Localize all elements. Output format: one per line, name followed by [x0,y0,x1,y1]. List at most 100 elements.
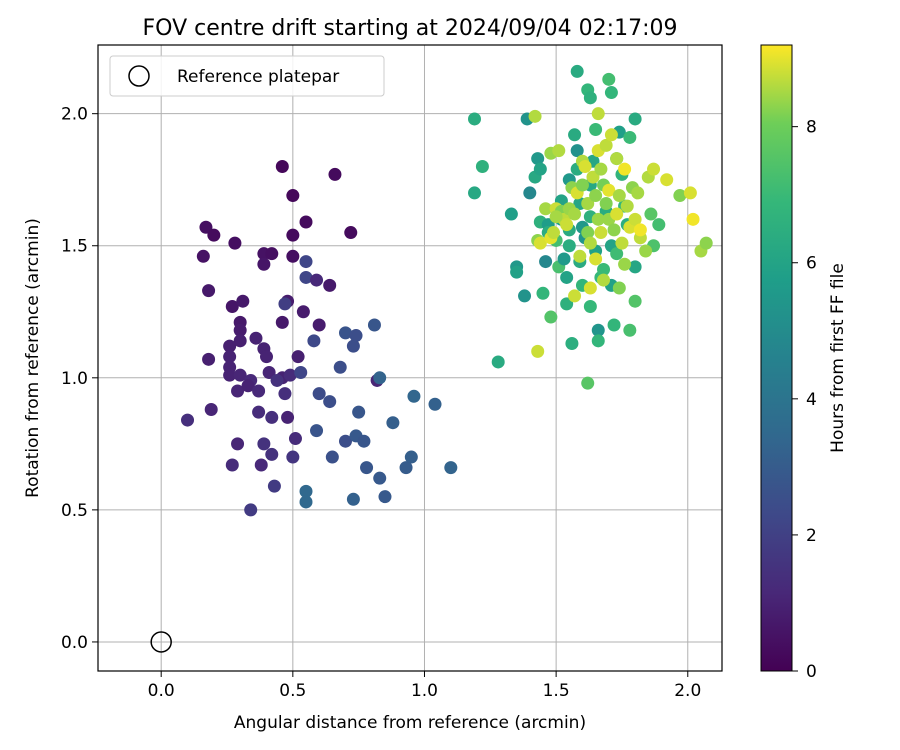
colorbar-tick-label: 2 [806,526,817,546]
data-point [286,189,300,203]
data-point [557,252,571,266]
data-point [225,299,239,313]
data-point [597,263,611,277]
data-point [594,162,608,176]
data-point [589,189,603,203]
data-point [491,355,505,369]
data-point [325,450,339,464]
colorbar-tick-label: 6 [806,254,817,274]
data-point [602,72,616,86]
data-point [260,350,274,364]
data-point [610,152,624,166]
data-point [233,334,247,348]
data-point [583,91,597,105]
data-point [575,178,589,192]
data-point [204,403,218,417]
data-point [612,281,626,295]
data-point [291,350,305,364]
colorbar-gradient [760,44,793,672]
data-point [270,373,284,387]
data-point [568,289,582,303]
data-point [233,323,247,337]
data-point [583,281,597,295]
data-point [299,255,313,269]
data-point [283,368,297,382]
data-point [323,395,337,409]
data-point [444,461,458,475]
data-point [589,123,603,137]
data-point [510,265,524,279]
data-point [610,207,624,221]
data-point [528,109,542,123]
data-point [533,236,547,250]
data-point [357,434,371,448]
data-point [328,167,342,181]
data-point [299,215,313,229]
data-point [578,160,592,174]
data-point [299,495,313,509]
data-point [286,228,300,242]
data-point [570,64,584,78]
data-point [549,210,563,224]
data-point [296,305,310,319]
data-point [573,249,587,263]
legend-marker [128,65,150,87]
data-point [628,260,642,274]
data-point [623,323,637,337]
data-point [202,284,216,298]
x-tick-label: 0.5 [279,681,306,701]
data-point [373,471,387,485]
data-point [310,273,324,287]
data-point [428,397,442,411]
data-point [257,437,271,451]
data-point [288,432,302,446]
x-tick-label: 2.0 [674,681,701,701]
data-point [607,223,621,237]
data-point [618,257,632,271]
data-point [699,236,713,250]
data-point [610,247,624,261]
data-point [386,416,400,430]
data-point [231,384,245,398]
data-point [349,329,363,343]
data-point [533,162,547,176]
data-point [504,207,518,221]
data-point [199,220,213,234]
data-point [360,461,374,475]
data-points [181,64,713,517]
data-point [207,228,221,242]
data-point [286,249,300,263]
y-tick-label: 1.5 [61,237,88,257]
y-axis-label: Rotation from reference (arcmin) [23,218,43,498]
x-axis-ticks: 0.0 0.5 1.0 1.5 2.0 [148,671,701,701]
legend: Reference platepar [109,55,385,97]
data-point [275,315,289,329]
data-point [568,207,582,221]
data-point [686,212,700,226]
chart-title: FOV centre drift starting at 2024/09/04 … [143,16,678,41]
data-point [278,297,292,311]
colorbar-label: Hours from first FF file [828,263,848,453]
data-point [265,447,279,461]
data-point [647,162,661,176]
data-point [518,289,532,303]
x-tick-label: 0.0 [148,681,175,701]
data-point [202,352,216,366]
reference-platepar-marker [150,631,172,653]
data-point [660,173,674,187]
data-point [181,413,195,427]
x-tick-label: 1.0 [411,681,438,701]
data-point [333,360,347,374]
data-point [468,112,482,126]
data-point [312,387,326,401]
data-point [346,339,360,353]
data-point [307,334,321,348]
data-point [644,207,658,221]
plot-area-frame [97,44,723,672]
data-point [475,160,489,174]
data-point [249,331,263,345]
data-point [562,239,576,253]
y-tick-label: 1.0 [61,369,88,389]
